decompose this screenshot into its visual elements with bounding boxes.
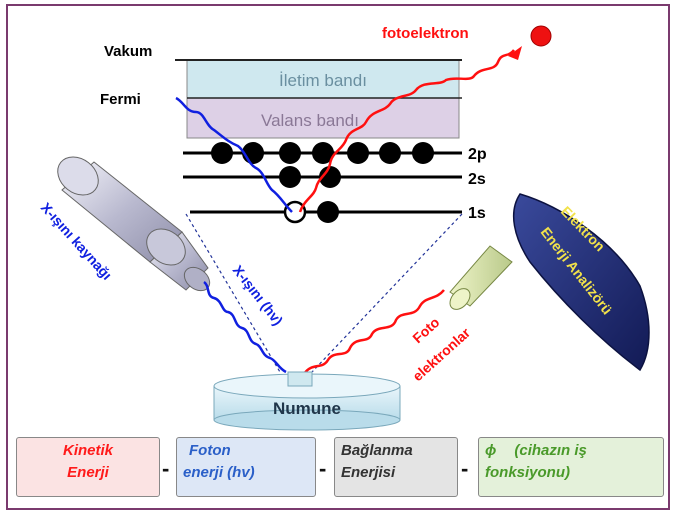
photoelectrons-label-line1: Foto (409, 314, 442, 346)
analyzer-nozzle (449, 245, 513, 310)
work-function-box: ϕ (cihazın iş fonksiyonu) (478, 437, 664, 497)
valence-band-label: Valans bandı (261, 111, 359, 130)
conduction-band-label: İletim bandı (279, 71, 367, 90)
projection-lines (185, 213, 463, 373)
photoelectron-wave (302, 289, 445, 375)
photon-energy-line1: Foton (189, 442, 231, 459)
xray-wave (203, 280, 287, 374)
kinetic-energy-line2: Enerji (67, 464, 109, 481)
vacuum-label: Vakum (104, 43, 152, 60)
xray-beam-label: X-ışını (hv) (230, 262, 287, 328)
electrons-2s (279, 166, 341, 188)
binding-energy-line2: Enerjisi (341, 464, 396, 481)
photon-energy-line2: enerji (hv) (183, 464, 255, 481)
electrons-1s (283, 200, 339, 224)
fermi-label: Fermi (100, 91, 141, 108)
kinetic-energy-line1: Kinetik (62, 442, 113, 459)
orbital-2p-label: 2p (468, 146, 487, 163)
diagram-frame (6, 4, 670, 510)
kinetic-energy-box: Kinetik Enerji (16, 437, 160, 497)
work-function-line2: fonksiyonu) (485, 464, 570, 481)
work-function-line1: ϕ (cihazın iş (485, 440, 657, 462)
binding-energy-line1: Bağlanma (341, 442, 413, 459)
electrons-2p (211, 142, 434, 164)
xray-absorption-path (175, 96, 293, 213)
orbital-1s-label: 1s (468, 205, 486, 222)
minus-sign-1: - (162, 456, 170, 481)
phi-symbol: ϕ (485, 442, 497, 459)
minus-sign-2: - (319, 456, 327, 481)
orbital-2s-label: 2s (468, 171, 486, 188)
photoelectron-ball (530, 25, 552, 47)
minus-sign-3: - (461, 456, 469, 481)
xray-source (57, 156, 211, 292)
photon-energy-box: Foton enerji (hv) (176, 437, 316, 497)
work-function-text1: (cihazın iş (514, 442, 587, 459)
binding-energy-box: Bağlanma Enerjisi (334, 437, 458, 497)
photoelectron-arrowhead (508, 46, 522, 60)
sample-label: Numune (273, 399, 341, 418)
sample-dish (213, 371, 401, 431)
valence-band (186, 97, 460, 139)
photoelectron-label: fotoelektron (382, 25, 469, 42)
photoelectron-path (298, 49, 515, 213)
analyzer-dome (512, 193, 650, 372)
